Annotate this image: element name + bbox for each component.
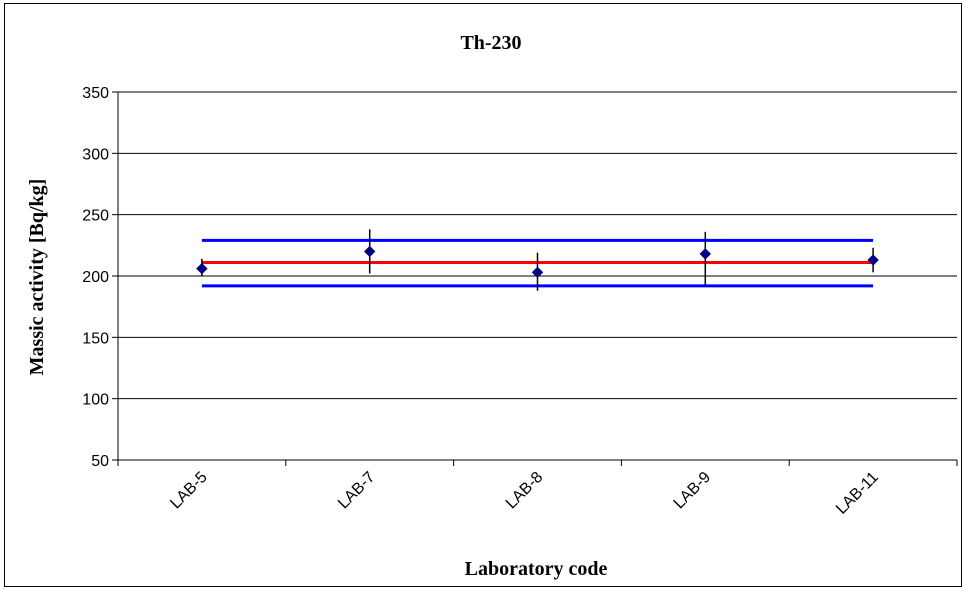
chart-title: Th-230 xyxy=(460,32,521,54)
error-bars xyxy=(201,229,874,291)
y-tick-label-300: 300 xyxy=(82,146,109,163)
data-point-lab-9 xyxy=(699,248,712,260)
x-tick-label-lab-9: LAB-9 xyxy=(671,469,715,513)
data-point-lab-8 xyxy=(531,266,544,279)
x-tick-labels: LAB-5 LAB-7 LAB-8 LAB-9 LAB-11 xyxy=(167,469,882,518)
y-tick-label-350: 350 xyxy=(82,85,109,102)
data-point-lab-5 xyxy=(196,262,208,275)
y-tick-label-250: 250 xyxy=(82,208,109,225)
chart-frame xyxy=(4,3,962,587)
y-axis-title: Massic activity [Bq/kg] xyxy=(26,179,48,376)
x-tick-label-lab-8: LAB-8 xyxy=(503,469,547,513)
x-tick-label-lab-5: LAB-5 xyxy=(167,469,211,513)
y-tick-label-150: 150 xyxy=(82,330,109,347)
data-points xyxy=(196,245,879,279)
y-tick-labels: 50 100 150 200 250 300 350 xyxy=(82,85,109,470)
x-tick-label-lab-7: LAB-7 xyxy=(335,469,379,513)
x-axis-title: Laboratory code xyxy=(465,558,608,580)
y-tick-label-200: 200 xyxy=(82,269,109,286)
data-point-lab-11 xyxy=(867,254,879,266)
grid xyxy=(118,91,957,400)
y-tick-label-100: 100 xyxy=(82,392,109,409)
axes xyxy=(112,91,958,466)
y-tick-label-50: 50 xyxy=(91,453,109,470)
x-tick-label-lab-11: LAB-11 xyxy=(833,469,882,518)
data-point-lab-7 xyxy=(363,245,376,258)
